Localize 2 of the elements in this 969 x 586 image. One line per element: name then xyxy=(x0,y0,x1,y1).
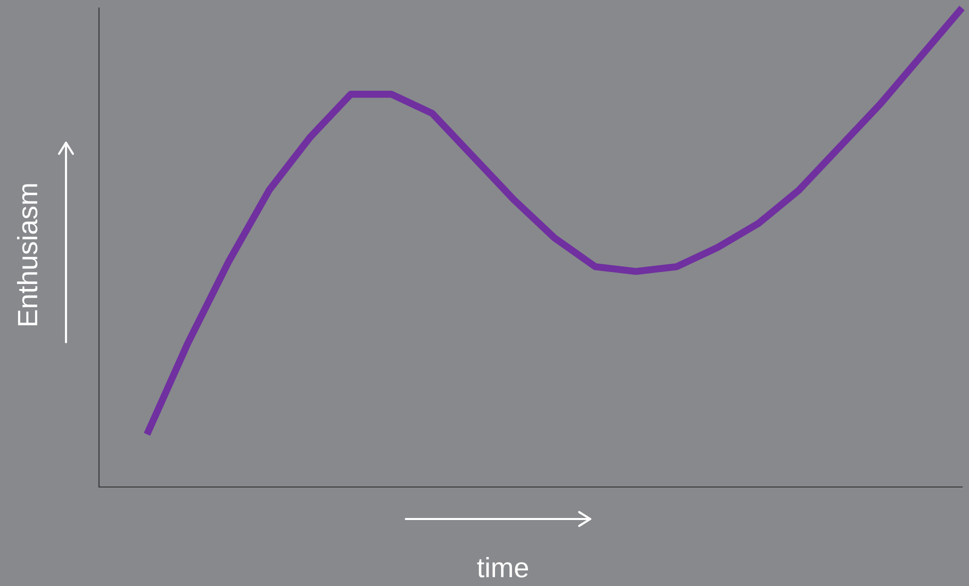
x-axis-title: time xyxy=(477,557,528,578)
y-axis-title: Enthusiasm xyxy=(17,184,38,326)
